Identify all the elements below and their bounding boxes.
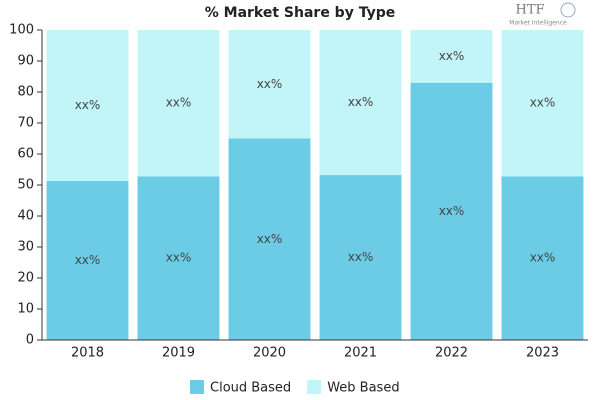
y-tick-label: 60 <box>17 147 34 162</box>
legend-label: Web Based <box>327 381 399 396</box>
data-label: xx% <box>530 251 556 265</box>
bar-segment <box>319 30 402 176</box>
bar-segment <box>137 176 220 340</box>
legend-swatch <box>190 380 204 394</box>
data-label: xx% <box>348 95 374 109</box>
x-tick-label: 2022 <box>435 346 468 361</box>
x-tick-label: 2018 <box>71 346 104 361</box>
y-tick-label: 20 <box>17 271 34 286</box>
x-tick-label: 2023 <box>526 346 559 361</box>
bar-segment <box>228 30 311 139</box>
logo-text: HTF <box>515 3 544 18</box>
bar-segment <box>46 30 129 181</box>
x-tick-label: 2019 <box>162 346 195 361</box>
y-tick-label: 30 <box>17 240 34 255</box>
bar-segment <box>410 30 493 83</box>
data-label: xx% <box>257 77 283 91</box>
data-label: xx% <box>530 96 556 110</box>
bar-segment <box>137 30 220 177</box>
y-tick-label: 40 <box>17 209 34 224</box>
bar-segment <box>410 82 493 340</box>
y-tick-label: 80 <box>17 85 34 100</box>
y-tick-label: 50 <box>17 178 34 193</box>
x-tick-label: 2020 <box>253 346 286 361</box>
data-label: xx% <box>166 251 192 265</box>
data-label: xx% <box>75 253 101 267</box>
y-tick-label: 100 <box>9 23 34 38</box>
data-label: xx% <box>348 250 374 264</box>
data-label: xx% <box>439 204 465 218</box>
data-label: xx% <box>75 98 101 112</box>
x-tick-label: 2021 <box>344 346 377 361</box>
bar-segment <box>228 138 311 340</box>
y-tick-label: 70 <box>17 116 34 131</box>
bar-segment <box>46 180 129 340</box>
logo-icon <box>560 2 576 18</box>
logo-subtitle: Market Intelligence <box>509 20 567 27</box>
data-label: xx% <box>439 49 465 63</box>
y-tick-label: 90 <box>17 54 34 69</box>
bar-segment <box>501 176 584 340</box>
chart-title: % Market Share by Type <box>205 5 396 21</box>
data-label: xx% <box>257 232 283 246</box>
y-tick-label: 10 <box>17 302 34 317</box>
data-label: xx% <box>166 96 192 110</box>
bar-segment <box>501 30 584 177</box>
legend-swatch <box>307 380 322 394</box>
legend-label: Cloud Based <box>210 381 291 396</box>
y-tick-label: 0 <box>26 333 34 348</box>
bar-segment <box>319 175 402 340</box>
